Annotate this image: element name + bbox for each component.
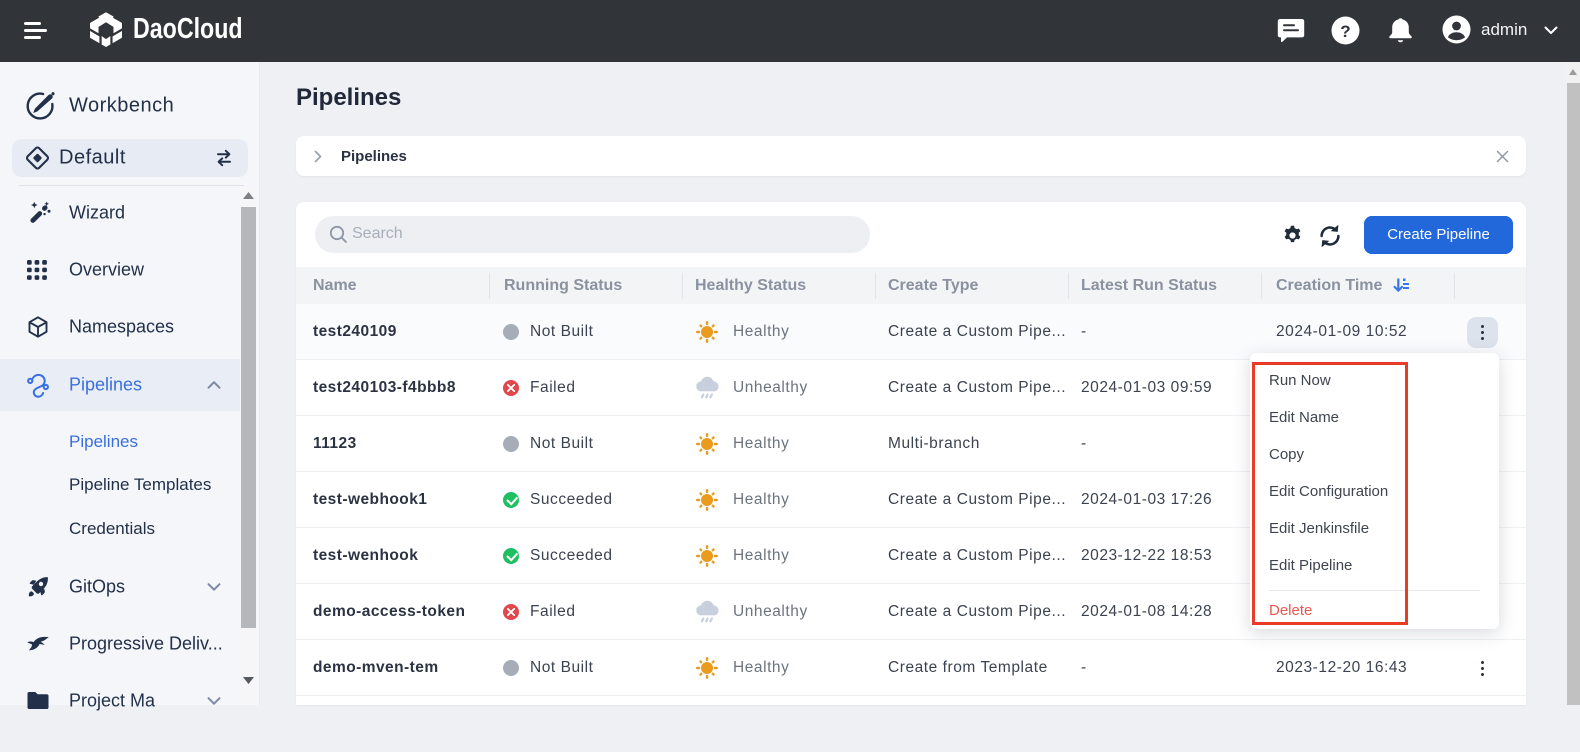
svg-text:?: ? <box>1340 22 1350 41</box>
